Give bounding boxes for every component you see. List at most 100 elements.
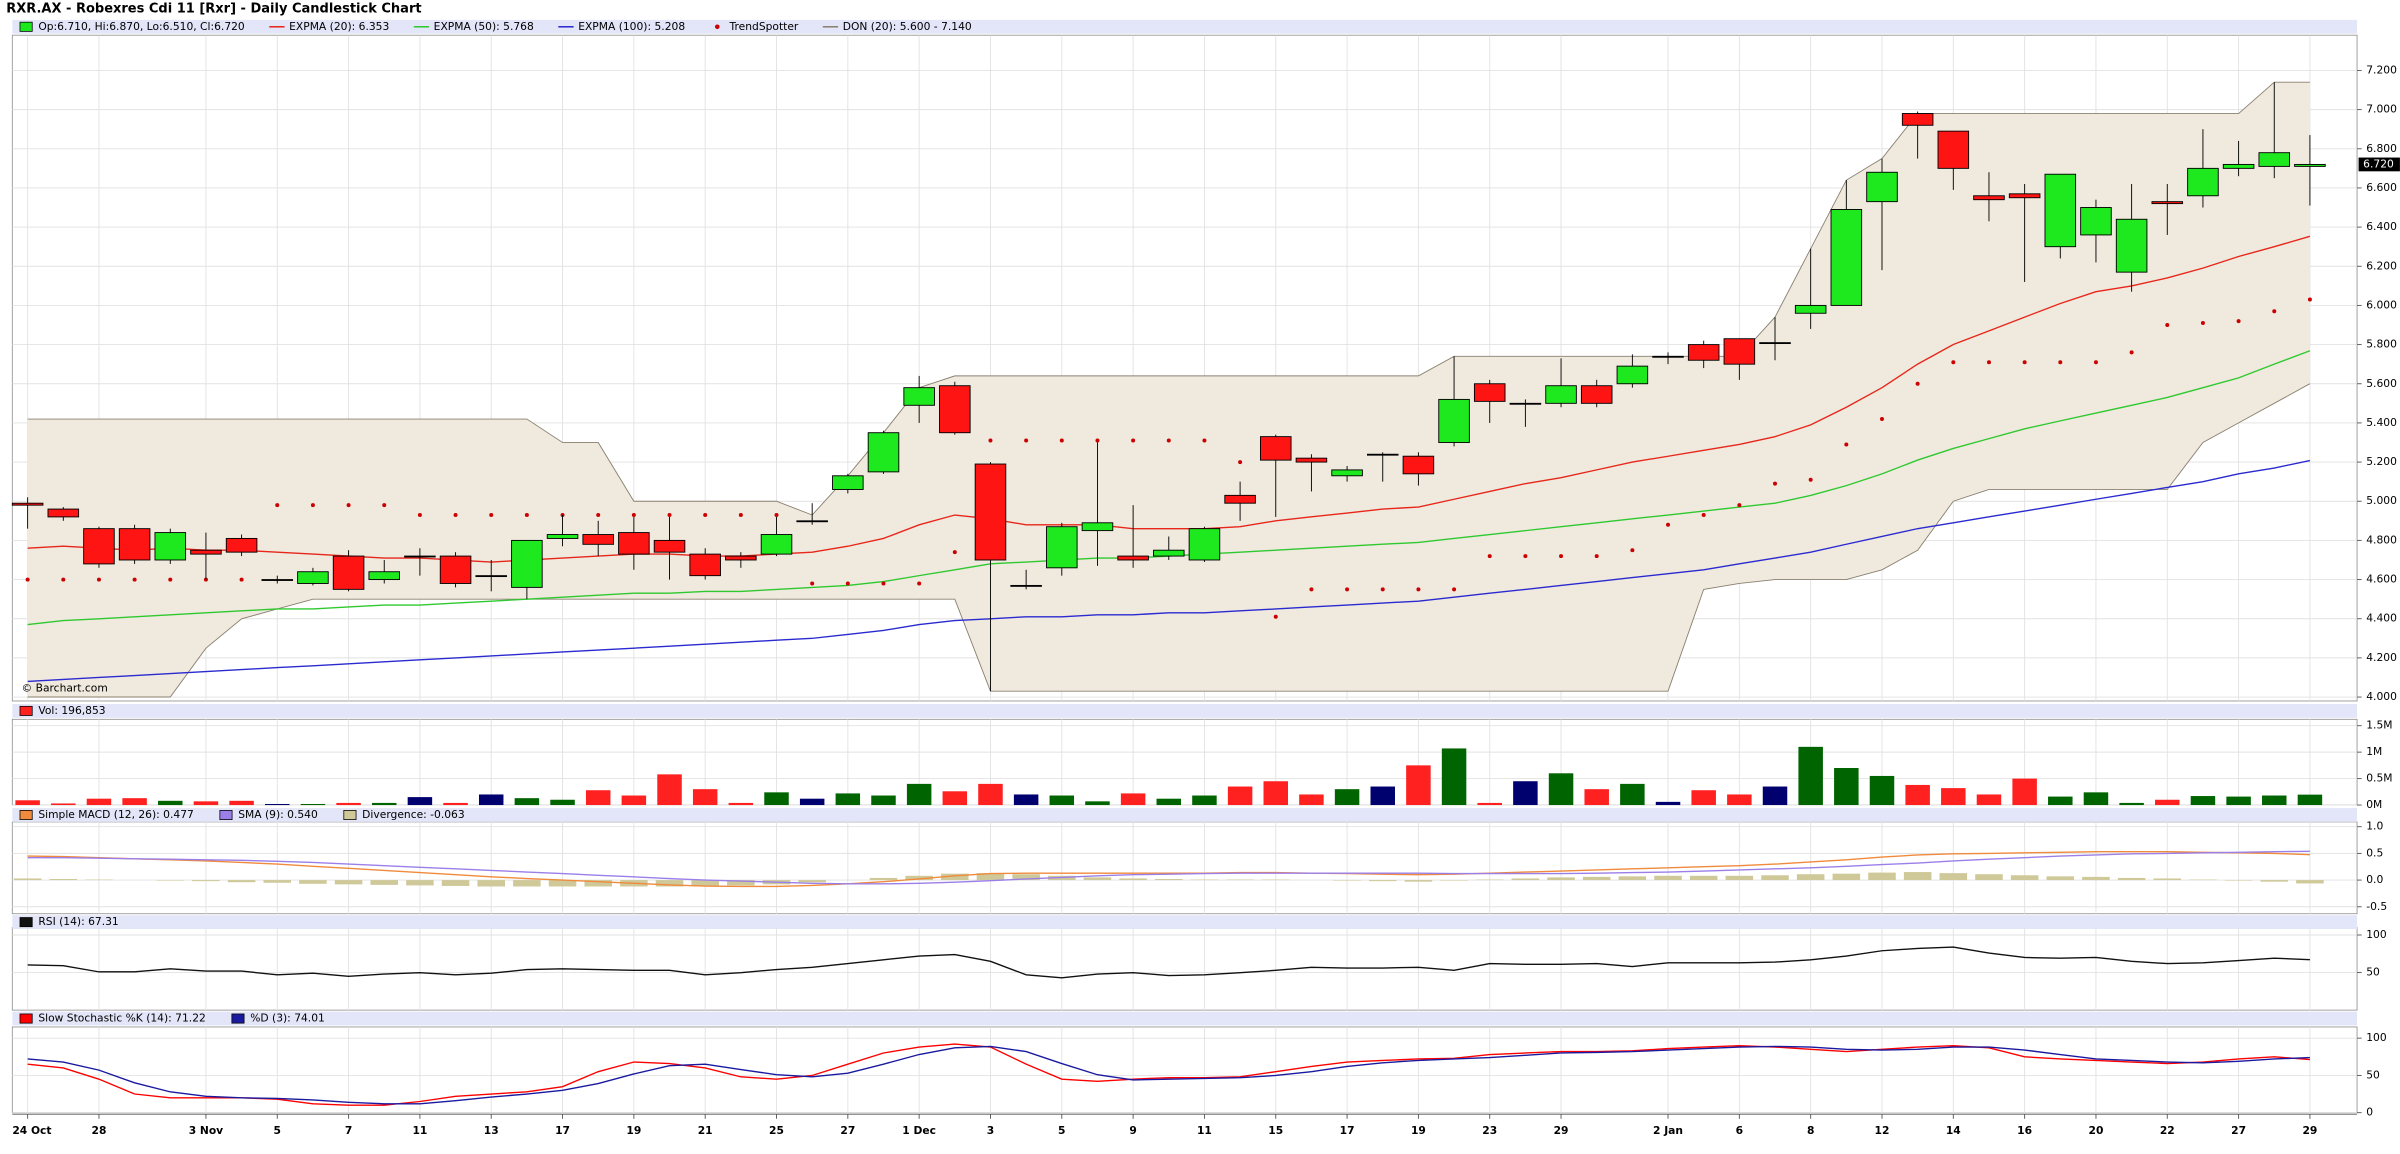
trend-dot (96, 577, 101, 582)
candle-body (1402, 455, 1435, 475)
divergence-bar (13, 878, 42, 881)
y-tick-label: 4.800 (2366, 533, 2397, 546)
candle-body (1973, 195, 2005, 201)
x-tick-label: 13 (484, 1124, 499, 1137)
y-tick-label: 1.0 (2366, 820, 2383, 833)
y-tick-label: 6.000 (2366, 298, 2397, 311)
legend-bar (12, 808, 2358, 822)
y-tick-label: 6.400 (2366, 220, 2397, 233)
panel (11, 1026, 2358, 1114)
trend-dot (1131, 438, 1136, 443)
y-tick-label: 0M (2366, 798, 2382, 811)
trend-dot (275, 503, 280, 508)
x-tick-label: 6 (1736, 1124, 1743, 1137)
candle-body (939, 385, 971, 434)
source-label: © Barchart.com (22, 682, 108, 695)
candle-body (582, 534, 614, 545)
x-tick-label: 25 (769, 1124, 784, 1137)
divergence-bar (941, 873, 969, 881)
volume-bar (158, 800, 183, 806)
trend-dot (810, 581, 815, 586)
volume-bar (1584, 789, 1609, 806)
candle-body (1545, 385, 1577, 404)
y-tick-label: 5.600 (2366, 377, 2397, 390)
divergence-bar (156, 880, 185, 881)
trend-dot (631, 512, 636, 517)
candle-body (1509, 402, 1542, 405)
legend-label: Op:6.710, Hi:6.870, Lo:6.510, Cl:6.720 (38, 20, 245, 33)
candle-body (1117, 555, 1149, 561)
x-tick-label: 27 (840, 1124, 855, 1137)
x-tick-label: 17 (1340, 1124, 1355, 1137)
trend-dot (239, 577, 244, 582)
trend-dot (132, 577, 137, 582)
divergence-bar (441, 880, 470, 886)
volume-bar (86, 798, 112, 806)
x-tick-label: 2 Jan (1653, 1124, 1683, 1137)
x-tick-label: 3 Nov (189, 1124, 223, 1137)
volume-bar (2048, 796, 2073, 806)
y-tick-label: 6.800 (2366, 142, 2397, 155)
divergence-bar (1261, 879, 1290, 881)
candle-body (154, 532, 187, 561)
candle-body (2044, 173, 2077, 248)
candle-body (760, 534, 793, 555)
candle-body (2187, 167, 2219, 197)
x-tick-label: 11 (1197, 1124, 1212, 1137)
volume-bar (15, 800, 40, 806)
x-tick-label: 29 (2302, 1124, 2317, 1137)
y-tick-label: 100 (2366, 928, 2387, 941)
candle-body (1866, 171, 1898, 203)
trend-dot (25, 577, 30, 582)
legend-bar (12, 704, 2358, 718)
line (27, 850, 2310, 885)
candle-body (689, 553, 721, 577)
candle-body (511, 539, 543, 588)
candle-body (725, 555, 757, 561)
x-tick-label: 27 (2231, 1124, 2246, 1137)
y-tick-label: 1.5M (2366, 719, 2392, 732)
volume-bar (728, 802, 754, 806)
candle-body (332, 555, 365, 590)
candle-body (83, 528, 115, 565)
x-tick-label: 3 (987, 1124, 994, 1137)
divergence-bar (1083, 877, 1112, 881)
line (27, 946, 2310, 979)
legend-swatch (714, 24, 720, 30)
divergence-bar (1761, 875, 1789, 881)
divergence-bar (798, 880, 826, 883)
trend-dot (2022, 360, 2027, 365)
line (27, 459, 2311, 683)
divergence-bar (1155, 879, 1183, 881)
volume-bar (122, 798, 147, 806)
trend-dot (1345, 587, 1350, 592)
volume-bar (478, 794, 504, 806)
candle-body (1901, 113, 1934, 126)
trend-dot (560, 512, 565, 517)
candle-body (867, 432, 900, 473)
trend-dot (2058, 360, 2063, 365)
trend-dot (346, 503, 351, 508)
candle-body (1153, 549, 1185, 557)
divergence-bar (727, 880, 755, 886)
trend-dot (1380, 587, 1385, 592)
divergence-bar (513, 880, 541, 887)
candle-body (1616, 365, 1649, 385)
volume-bar (1620, 783, 1645, 806)
trend-dot (1523, 554, 1528, 559)
volume-bar (1263, 781, 1289, 806)
divergence-bar (1404, 880, 1433, 882)
trend-dot (2307, 297, 2312, 302)
legend-swatch (219, 810, 233, 820)
volume-bar (300, 803, 326, 806)
volume-bar (336, 802, 361, 806)
trend-dot (1666, 522, 1671, 527)
volume-bar (1727, 794, 1752, 806)
volume-bar (371, 802, 397, 806)
divergence-bar (406, 880, 434, 886)
x-tick-label: 22 (2160, 1124, 2175, 1137)
trend-dot (881, 581, 886, 586)
legend-label: EXPMA (50): 5.768 (434, 20, 534, 33)
volume-bar (1762, 786, 1788, 806)
